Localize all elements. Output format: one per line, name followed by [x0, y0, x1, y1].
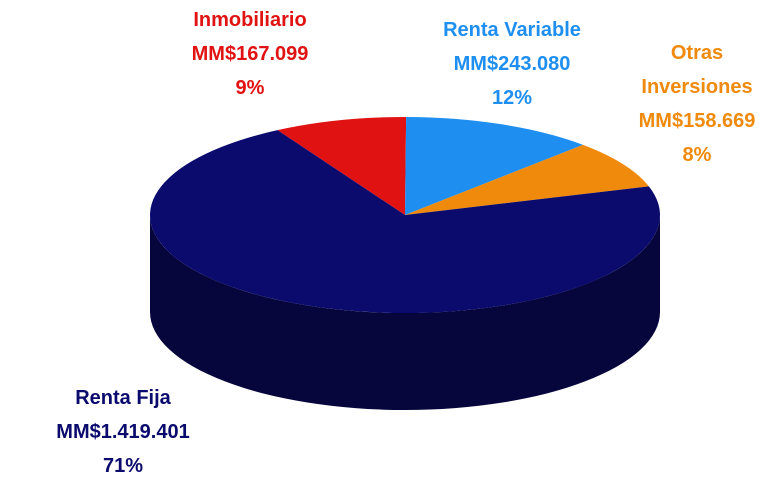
value-label: MM$158.669 [638, 110, 756, 132]
value-label: MM$1.419.401 [56, 421, 190, 443]
category-label: Renta Fija [75, 387, 171, 409]
category-label: Renta Variable [443, 19, 581, 41]
percent-label: 8% [682, 144, 712, 166]
slice [405, 117, 583, 215]
slice-label: Renta Variable MM$243.080 12% [412, 13, 612, 115]
slice-label: Otras Inversiones MM$158.669 8% [627, 36, 767, 172]
slice [277, 117, 407, 215]
percent-label: 71% [102, 455, 144, 477]
percent-label: 9% [235, 77, 265, 99]
value-label: MM$167.099 [191, 43, 309, 65]
slice-side [150, 215, 660, 410]
slice [405, 144, 649, 215]
slice-label: Renta Fija MM$1.419.401 71% [23, 381, 223, 483]
slice [150, 130, 660, 313]
slice-label: Inmobiliario MM$167.099 9% [150, 3, 350, 105]
value-label: MM$243.080 [453, 53, 571, 75]
category-label: Otras Inversiones [641, 42, 753, 98]
category-label: Inmobiliario [193, 9, 307, 31]
percent-label: 12% [491, 87, 533, 109]
